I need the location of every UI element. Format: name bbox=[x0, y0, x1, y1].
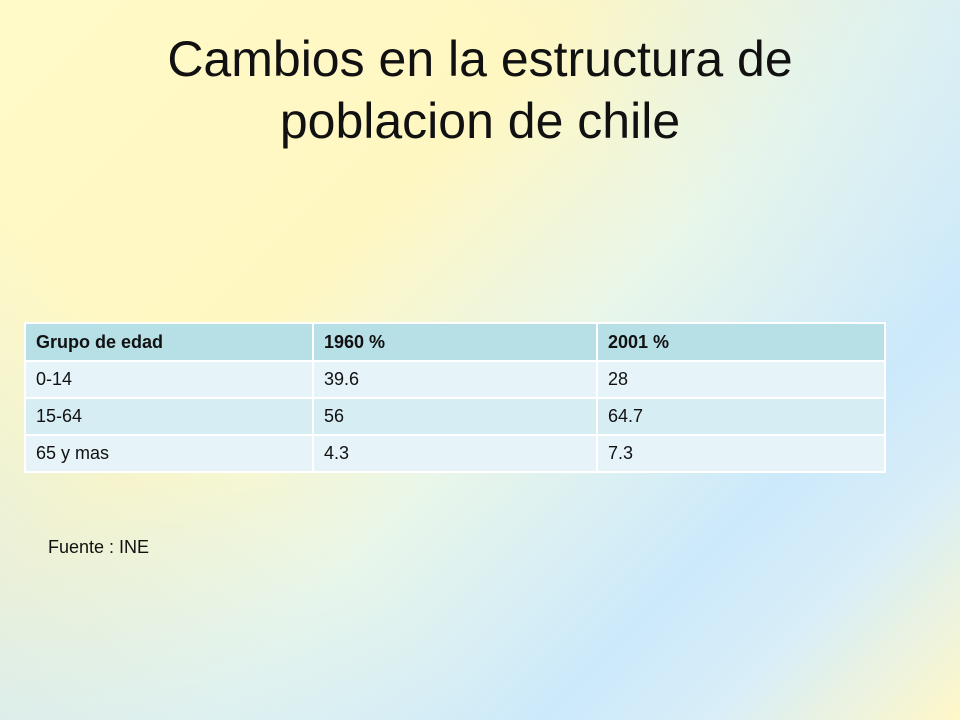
header-2001: 2001 % bbox=[596, 322, 886, 362]
header-1960: 1960 % bbox=[312, 322, 598, 362]
cell-1960: 4.3 bbox=[312, 434, 598, 473]
header-age-group: Grupo de edad bbox=[24, 322, 314, 362]
table-row: 0-14 39.6 28 bbox=[24, 360, 886, 399]
slide-title-line-1: Cambios en la estructura de bbox=[167, 31, 793, 87]
slide-title: Cambios en la estructura de poblacion de… bbox=[60, 28, 900, 152]
table-row: 65 y mas 4.3 7.3 bbox=[24, 434, 886, 473]
table-header-row: Grupo de edad 1960 % 2001 % bbox=[24, 322, 886, 362]
table-row: 15-64 56 64.7 bbox=[24, 397, 886, 436]
cell-2001: 7.3 bbox=[596, 434, 886, 473]
cell-age-group: 15-64 bbox=[24, 397, 314, 436]
cell-1960: 39.6 bbox=[312, 360, 598, 399]
cell-age-group: 0-14 bbox=[24, 360, 314, 399]
cell-1960: 56 bbox=[312, 397, 598, 436]
cell-2001: 64.7 bbox=[596, 397, 886, 436]
cell-age-group: 65 y mas bbox=[24, 434, 314, 473]
cell-2001: 28 bbox=[596, 360, 886, 399]
source-note: Fuente : INE bbox=[48, 537, 150, 557]
slide-title-line-2: poblacion de chile bbox=[279, 93, 681, 149]
population-table: Grupo de edad 1960 % 2001 % 0-14 39.6 28… bbox=[24, 322, 886, 473]
